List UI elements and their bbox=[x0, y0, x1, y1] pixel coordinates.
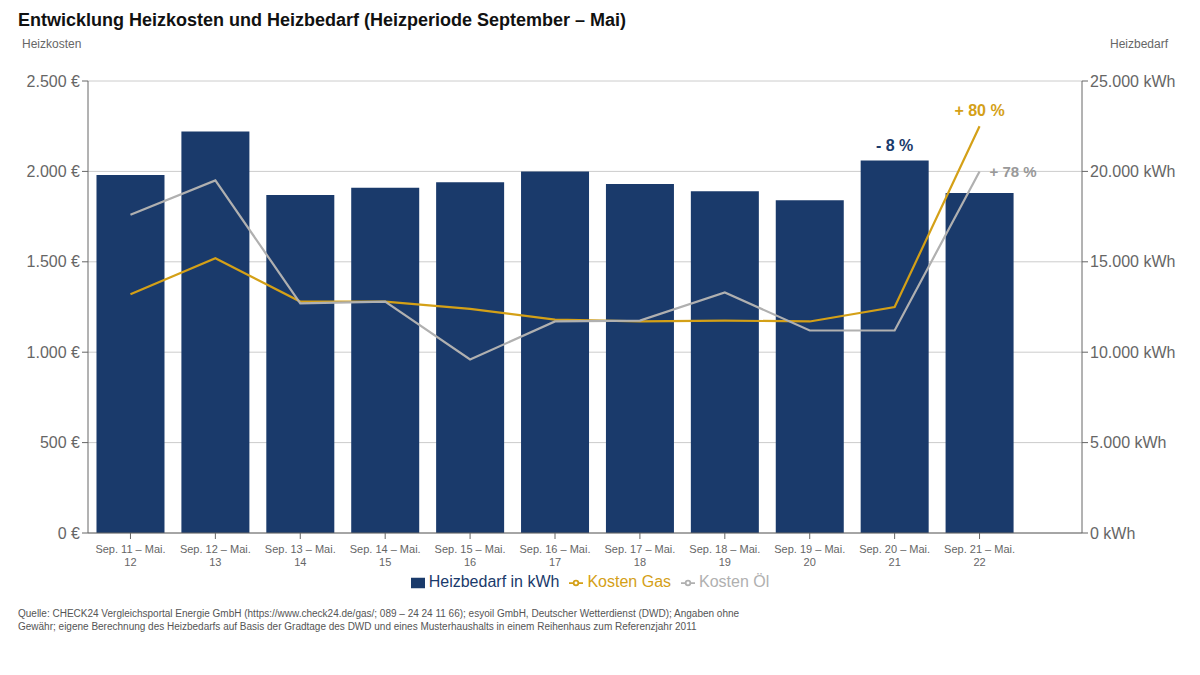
svg-text:Sep. 13 – Mai.14: Sep. 13 – Mai.14 bbox=[265, 543, 336, 568]
html-text:Entwicklung Heizkosten und Hei: Entwicklung Heizkosten und Heizbedarf (H… bbox=[18, 10, 627, 30]
svg-text:2.000 €: 2.000 € bbox=[27, 163, 80, 180]
svg-text:Sep. 16 – Mai.17: Sep. 16 – Mai.17 bbox=[520, 543, 591, 568]
svg-text:+ 80 %: + 80 % bbox=[954, 102, 1004, 119]
html-text:Quelle: CHECK24 Vergleichsport: Quelle: CHECK24 Vergleichsportal Energie… bbox=[18, 608, 740, 632]
svg-text:0 kWh: 0 kWh bbox=[1090, 525, 1135, 542]
svg-text:Sep. 11 – Mai.12: Sep. 11 – Mai.12 bbox=[95, 543, 165, 568]
html-text:Kosten Gas: Kosten Gas bbox=[587, 573, 671, 590]
svg-text:2.500 €: 2.500 € bbox=[27, 73, 80, 90]
svg-text:1.000 €: 1.000 € bbox=[27, 344, 80, 361]
svg-text:10.000 kWh: 10.000 kWh bbox=[1090, 344, 1175, 361]
svg-text:Sep. 14 – Mai.15: Sep. 14 – Mai.15 bbox=[350, 543, 421, 568]
svg-text:500 €: 500 € bbox=[40, 434, 80, 451]
html-text:Heizbedarf: Heizbedarf bbox=[1110, 37, 1168, 51]
svg-text:+ 78 %: + 78 % bbox=[990, 163, 1037, 180]
svg-text:- 8 %: - 8 % bbox=[876, 137, 913, 154]
html-text:Kosten Öl: Kosten Öl bbox=[699, 573, 770, 590]
svg-text:1.500 €: 1.500 € bbox=[27, 253, 80, 270]
svg-text:Sep. 15 – Mai.16: Sep. 15 – Mai.16 bbox=[435, 543, 506, 568]
svg-text:Sep. 12 – Mai.13: Sep. 12 – Mai.13 bbox=[180, 543, 251, 568]
svg-text:0 €: 0 € bbox=[58, 525, 80, 542]
svg-text:5.000 kWh: 5.000 kWh bbox=[1090, 434, 1166, 451]
svg-text:15.000 kWh: 15.000 kWh bbox=[1090, 253, 1175, 270]
svg-text:Sep. 19 – Mai.20: Sep. 19 – Mai.20 bbox=[774, 543, 845, 568]
svg-text:20.000 kWh: 20.000 kWh bbox=[1090, 163, 1175, 180]
html-text:Heizbedarf in kWh: Heizbedarf in kWh bbox=[428, 573, 560, 590]
svg-text:Sep. 18 – Mai.19: Sep. 18 – Mai.19 bbox=[689, 543, 760, 568]
svg-text:Sep. 17 – Mai.18: Sep. 17 – Mai.18 bbox=[604, 543, 675, 568]
svg-text:Sep. 20 – Mai.21: Sep. 20 – Mai.21 bbox=[859, 543, 930, 568]
svg-text:25.000 kWh: 25.000 kWh bbox=[1090, 73, 1175, 90]
svg-text:Sep. 21 – Mai.22: Sep. 21 – Mai.22 bbox=[944, 543, 1015, 568]
html-text:Heizkosten: Heizkosten bbox=[22, 37, 82, 51]
